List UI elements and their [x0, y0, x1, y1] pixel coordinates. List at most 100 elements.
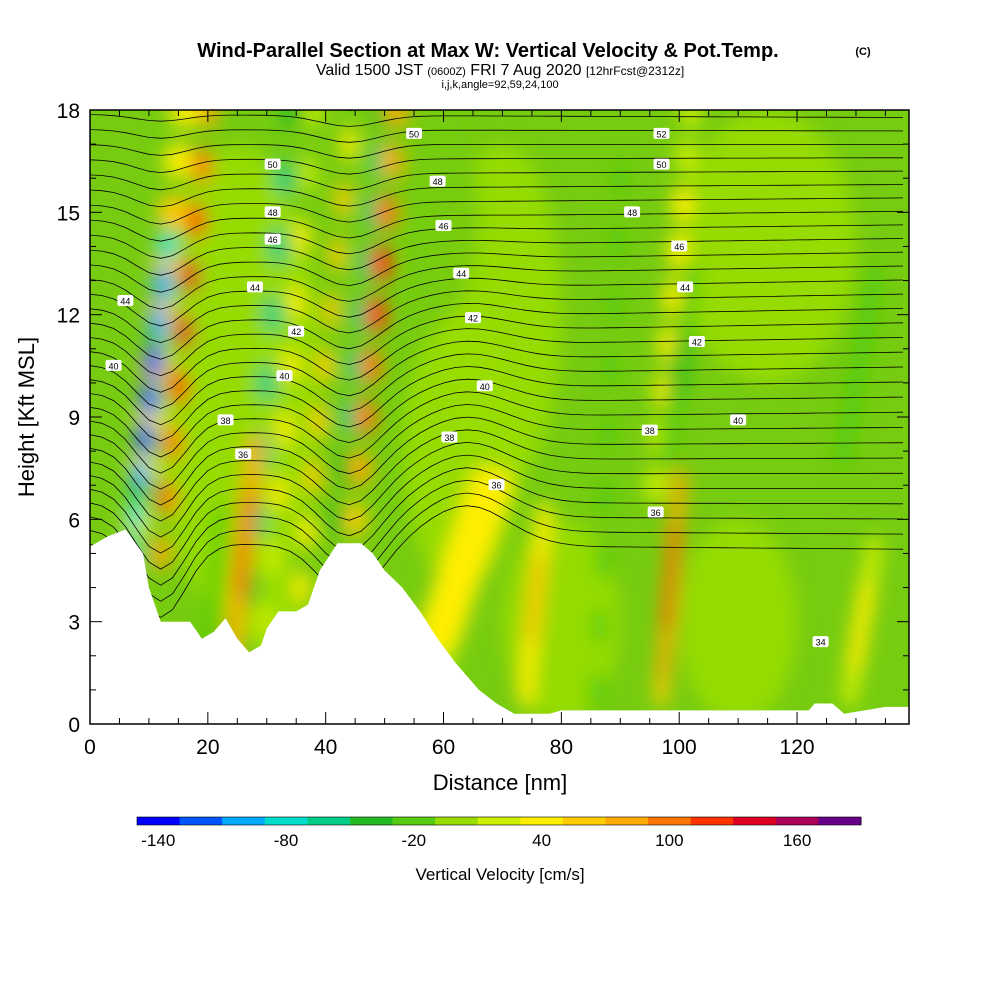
contour-label: 40 — [476, 380, 493, 392]
downdraft-band — [152, 266, 172, 303]
isentrope-line — [90, 251, 904, 293]
updraft-band — [276, 411, 293, 448]
downdraft-band — [143, 343, 163, 380]
x-axis-label: Distance [nm] — [433, 770, 568, 795]
isentrope-line — [90, 302, 904, 360]
contour-label-bg — [246, 281, 263, 293]
field-patch — [679, 110, 856, 383]
downdraft-band — [157, 228, 177, 265]
contour-label: 36 — [647, 506, 664, 518]
contour-label: 44 — [677, 281, 694, 293]
isentrope-line — [90, 93, 903, 95]
contour-label-bg — [429, 175, 446, 187]
contour-label-bg — [488, 479, 505, 491]
contour-label-bg — [217, 414, 234, 426]
contour-label: 42 — [288, 325, 305, 337]
y-tick-label: 6 — [68, 509, 80, 532]
contour-label-text: 38 — [444, 433, 454, 443]
y-tick-label: 0 — [68, 714, 80, 737]
contour-label: 36 — [488, 479, 505, 491]
contour-label-bg — [441, 431, 458, 443]
isentrope-line — [90, 238, 904, 276]
contour-label-bg — [653, 127, 670, 139]
updraft-band — [311, 403, 329, 440]
contour-label-text: 50 — [657, 160, 667, 170]
contour-label-bg — [453, 267, 470, 279]
contour-label: 42 — [688, 335, 705, 347]
contour-label: 48 — [429, 175, 446, 187]
contour-labels: 50 50 52 50 48 48 48 46 46 46 44 44 44 44 42 42 42 40 40 40… — [105, 127, 829, 648]
updraft-band — [287, 283, 305, 320]
contour-label-text: 48 — [433, 177, 443, 187]
isentrope-line — [90, 467, 904, 570]
y-tick-label: 3 — [68, 612, 80, 635]
colorbar-tick-label: 40 — [532, 831, 551, 850]
contour-label: 40 — [276, 370, 293, 382]
contour-label: 44 — [117, 295, 134, 307]
isentrope-line — [90, 429, 904, 522]
valid-prefix: Valid 1500 JST — [316, 62, 424, 79]
contour-label-text: 44 — [120, 297, 130, 307]
isentrope-line — [90, 378, 904, 458]
isentrope-line — [90, 328, 904, 393]
contour-label-bg — [464, 312, 481, 324]
contour-label-bg — [476, 380, 493, 392]
colorbar-swatch — [179, 817, 223, 825]
contour-label-text: 42 — [291, 327, 301, 337]
downdraft-band — [606, 288, 623, 325]
contour-label-text: 36 — [238, 450, 248, 460]
colorbar-swatch — [648, 817, 692, 825]
updraft-band — [360, 347, 382, 384]
contour-label-text: 46 — [674, 242, 684, 252]
y-tick-label: 15 — [57, 202, 80, 225]
terrain — [90, 529, 909, 724]
isentrope-line — [90, 353, 904, 426]
colorbar-swatch — [307, 817, 351, 825]
updraft-band — [672, 467, 687, 504]
x-tick-label: 100 — [662, 736, 697, 759]
downdraft-band — [345, 347, 365, 384]
updraft-band — [168, 369, 188, 406]
field-blur-group — [121, 110, 882, 724]
x-tick-label: 120 — [780, 736, 815, 759]
contour-label-bg — [641, 424, 658, 436]
colorbar-tick-label: 160 — [783, 831, 811, 850]
updraft-band — [174, 313, 194, 350]
isentrope-line — [90, 170, 904, 191]
contour-label-bg — [105, 359, 122, 371]
contour-label-text: 40 — [480, 382, 490, 392]
isentrope-line — [90, 404, 904, 490]
updraft-band — [163, 143, 194, 180]
downdraft-band — [592, 607, 608, 644]
colorbar-swatch — [775, 817, 819, 825]
updraft-band — [317, 347, 334, 384]
chart-title: Wind-Parallel Section at Max W: Vertical… — [197, 40, 778, 62]
contour-label-bg — [406, 127, 423, 139]
contour-label-text: 38 — [645, 426, 655, 436]
downdraft-band — [135, 420, 154, 457]
isentrope-line — [90, 315, 904, 377]
updraft-band — [323, 292, 340, 329]
colorbar-swatch — [733, 817, 777, 825]
updraft-band — [186, 202, 206, 239]
contour-label-bg — [730, 414, 747, 426]
contour-label-text: 40 — [279, 372, 289, 382]
isentrope-line — [90, 224, 904, 259]
contour-label-bg — [435, 219, 452, 231]
updraft-band — [305, 110, 323, 128]
updraft-band — [675, 138, 698, 175]
colorbar-swatch — [137, 817, 181, 825]
downdraft-band — [597, 480, 614, 517]
contour-label-text: 50 — [409, 129, 419, 139]
downdraft-band — [257, 364, 277, 401]
contour-label-text: 42 — [692, 337, 702, 347]
isentrope-line — [90, 265, 904, 310]
forecast-info: [12hrFcst@2312z] — [586, 64, 684, 78]
updraft-band — [163, 424, 182, 461]
isentrope-line — [90, 197, 904, 225]
contour-label: 42 — [464, 312, 481, 324]
downdraft-band — [213, 501, 226, 538]
colorbar-swatch — [690, 817, 734, 825]
x-tick-label: 40 — [314, 736, 337, 759]
